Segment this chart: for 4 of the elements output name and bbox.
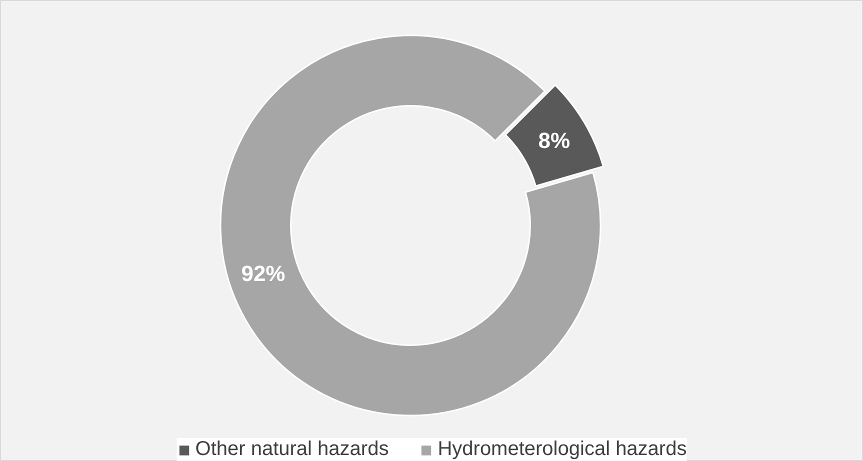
- legend-label: Other natural hazards: [195, 438, 389, 461]
- legend-label: Hydrometerological hazards: [438, 438, 687, 461]
- data-label: 8%: [538, 128, 570, 154]
- data-label: 92%: [241, 260, 286, 286]
